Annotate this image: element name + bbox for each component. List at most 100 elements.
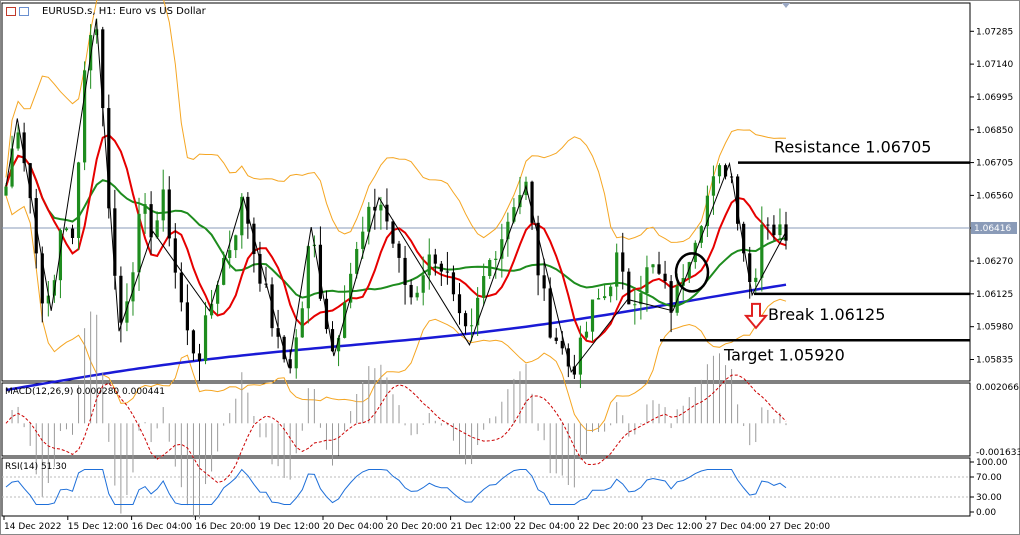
time-axis-label: 22 Dec 20:00	[578, 522, 639, 532]
time-axis-label: 19 Dec 12:00	[259, 522, 320, 532]
candle-body	[107, 108, 111, 209]
candle-body	[463, 313, 468, 327]
candle-body	[590, 299, 595, 332]
time-axis-label: 22 Dec 04:00	[514, 522, 575, 532]
candle-body	[778, 224, 782, 236]
candle-body	[101, 29, 105, 109]
candle-body	[58, 230, 63, 281]
resistance-level-label: Resistance 1.06705	[774, 138, 931, 157]
candle-body	[403, 257, 407, 285]
candle-body	[95, 29, 99, 36]
time-axis-label: 27 Dec 20:00	[770, 522, 831, 532]
candle-body	[536, 222, 540, 276]
rsi-axis-label: 70.00	[976, 473, 1002, 483]
candle-body	[149, 204, 153, 238]
candle-body	[288, 359, 292, 369]
candle-body	[439, 263, 443, 272]
candle-body	[615, 252, 619, 287]
break-level-label: Break 1.06125	[768, 305, 885, 324]
candle-body	[349, 273, 353, 303]
candle-body	[125, 301, 129, 323]
rsi-pane	[1, 457, 971, 517]
macd-label: MACD(12,26,9) 0.000280 0.000441	[5, 387, 165, 397]
candle-body	[421, 275, 425, 293]
rsi-label: RSI(14) 51.30	[5, 462, 67, 472]
candle-body	[560, 340, 564, 349]
down-arrow-icon	[743, 302, 769, 330]
candle-body	[209, 303, 214, 316]
candle-body	[46, 295, 50, 304]
zigzag-line	[5, 18, 787, 374]
candle-body	[379, 204, 383, 211]
candle-body	[633, 304, 637, 306]
candle-body	[754, 277, 758, 283]
candle-body	[258, 254, 262, 284]
crossover-circle	[674, 252, 710, 293]
candle-body	[457, 294, 462, 314]
candle-body	[469, 325, 474, 327]
chart-icon-1	[6, 7, 16, 16]
candle-body	[482, 276, 486, 298]
candle-body	[185, 302, 189, 331]
candle-body	[736, 176, 740, 224]
candle-body	[330, 329, 335, 352]
candle-body	[717, 165, 722, 177]
candle-body	[681, 278, 685, 286]
candle-body	[179, 272, 183, 303]
candle-body	[488, 259, 492, 277]
macd-axis-label: -0.001633	[976, 448, 1020, 458]
candle-body	[282, 336, 286, 360]
candle-body	[28, 163, 32, 199]
candle-body	[16, 132, 20, 149]
candle-body	[240, 196, 244, 236]
candle-body	[216, 284, 220, 304]
candle-body	[427, 254, 431, 276]
price-axis-label: 1.07285	[976, 27, 1013, 37]
candle-body	[609, 286, 613, 297]
price-axis-label: 1.05980	[976, 323, 1013, 333]
candle-body	[294, 337, 298, 369]
candle-body	[445, 271, 449, 273]
candle-body	[203, 315, 208, 362]
candle-body	[699, 226, 703, 243]
candle-body	[723, 165, 728, 177]
candle-body	[40, 253, 44, 304]
candle-body	[167, 189, 171, 239]
candle-body	[191, 330, 196, 354]
candle-body	[355, 248, 359, 274]
macd-pane	[1, 382, 971, 457]
candle-body	[500, 239, 504, 259]
price-axis-label: 1.07140	[976, 60, 1013, 70]
candle-body	[584, 331, 589, 338]
scroll-marker	[782, 3, 790, 8]
candle-body	[572, 366, 576, 375]
candle-body	[391, 221, 395, 244]
candle-body	[657, 264, 661, 274]
ma-fast-line	[5, 133, 787, 344]
candle-body	[639, 293, 643, 305]
candle-body	[22, 132, 26, 164]
bollinger-lower	[5, 195, 787, 432]
candle-body	[173, 238, 177, 273]
candle-body	[603, 296, 607, 299]
candle-body	[645, 267, 649, 294]
candle-body	[76, 162, 81, 238]
candle-body	[415, 292, 419, 298]
chart-window-icons	[6, 7, 29, 16]
candle-body	[155, 220, 159, 238]
candle-body	[530, 181, 534, 223]
rsi-axis-label: 100.00	[976, 458, 1008, 468]
ma-mid-line	[5, 154, 787, 308]
time-axis-label: 16 Dec 04:00	[132, 522, 193, 532]
candle-body	[578, 337, 583, 375]
time-axis-label: 27 Dec 04:00	[706, 522, 767, 532]
candle-body	[306, 246, 310, 309]
candle-body	[10, 148, 14, 187]
candle-body	[748, 253, 752, 283]
candle-body	[234, 235, 238, 251]
candle-body	[506, 221, 510, 240]
candle-body	[772, 224, 776, 236]
price-axis-label: 1.06995	[976, 93, 1013, 103]
price-axis-label: 1.06125	[976, 290, 1013, 300]
